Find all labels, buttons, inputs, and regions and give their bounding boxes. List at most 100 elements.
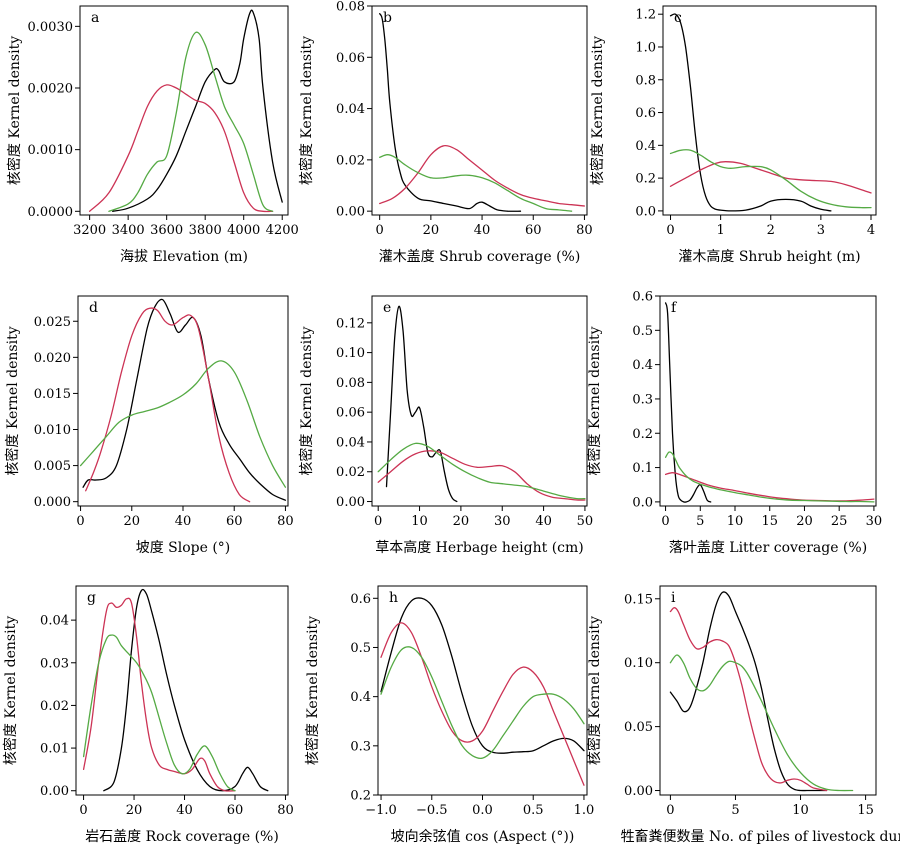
panel-letter: b (383, 10, 392, 26)
x-axis-label: 草本高度 Herbage height (cm) (375, 539, 584, 556)
density-curve-red (82, 597, 236, 792)
y-tick-label: 0.0020 (28, 81, 74, 96)
x-axis-label: 落叶盖度 Litter coverage (%) (669, 540, 867, 556)
x-tick-label: 20 (124, 514, 141, 529)
y-tick-label: 0.1 (632, 461, 653, 476)
x-tick-label: 50 (577, 514, 594, 529)
density-curve-black (103, 588, 269, 792)
panel-letter: f (671, 300, 678, 316)
x-tick-label: 0 (661, 514, 669, 529)
x-tick-label: 1 (716, 223, 724, 238)
x-tick-label: 40 (474, 223, 491, 238)
plot-frame (659, 295, 877, 507)
density-curve-black (664, 302, 712, 503)
x-tick-label: 10 (727, 514, 744, 529)
density-curve-red (669, 161, 872, 194)
x-tick-label: 0 (376, 223, 384, 238)
x-tick-label: 25 (831, 514, 848, 529)
density-curve-green (79, 360, 287, 488)
y-tick-label: 0.5 (350, 641, 371, 656)
x-tick-label: 0 (76, 514, 84, 529)
x-axis-label: 坡向余弦值 cos (Aspect (°)) (391, 828, 575, 845)
density-curve-black (112, 9, 283, 212)
y-tick-label: 0.06 (336, 51, 365, 66)
x-tick-label: 60 (525, 223, 542, 238)
x-tick-label: 10 (411, 514, 428, 529)
x-tick-label: 15 (857, 803, 874, 818)
y-axis-label: 核密度 Kernel density (6, 36, 23, 185)
y-tick-label: 0.020 (34, 351, 71, 366)
y-tick-label: 1.2 (635, 8, 656, 23)
x-tick-label: 20 (126, 803, 143, 818)
density-curve-red (379, 144, 586, 207)
x-tick-label: 60 (227, 803, 244, 818)
y-tick-label: 0.5 (632, 324, 653, 339)
panel-letter: e (383, 300, 391, 316)
x-tick-label: 4200 (266, 223, 299, 238)
x-tick-label: 0 (374, 514, 382, 529)
plot-frame (79, 5, 289, 216)
y-axis-label: 核密度 Kernel density (586, 616, 603, 765)
x-axis-label: 海拔 Elevation (m) (120, 249, 248, 265)
panel-letter: d (89, 300, 98, 316)
density-curve-green (108, 31, 274, 212)
x-axis-label: 坡度 Slope (°) (136, 540, 231, 556)
x-tick-label: 2 (767, 223, 775, 238)
y-tick-label: 0.0 (632, 495, 653, 510)
density-curve-green (669, 149, 872, 209)
y-tick-label: 0.08 (336, 376, 365, 391)
density-curve-green (664, 451, 875, 503)
x-tick-label: 15 (761, 514, 778, 529)
x-tick-label: 4 (867, 223, 875, 238)
panel-g-rock-coverage: 0 20 40 60 80 0.00 0.01 0.02 0.03 0.04 g 岩石盖度 Rock … (2, 585, 294, 845)
x-axis-label: 牲畜粪便数量 No. of piles of livestock dung (621, 829, 900, 845)
panel-letter: h (389, 590, 398, 606)
x-tick-label: 3200 (73, 223, 106, 238)
x-tick-label: 30 (866, 514, 883, 529)
density-curve-green (669, 654, 854, 792)
y-tick-label: 0.6 (632, 290, 653, 305)
plot-frame (371, 5, 588, 216)
panel-d-slope: 0 20 40 60 80 0.000 0.005 0.010 0.015 0.020 0.025 d… (4, 295, 294, 556)
density-curve-black (379, 13, 522, 212)
density-curve-red (88, 84, 274, 213)
x-tick-label: 3800 (189, 223, 222, 238)
y-axis-label: 核密度 Kernel density (586, 326, 603, 475)
x-tick-label: 20 (423, 223, 440, 238)
y-tick-label: 0.03 (40, 656, 69, 671)
y-tick-label: 0.6 (350, 592, 371, 607)
y-tick-label: 0.00 (336, 495, 365, 510)
panel-letter: a (91, 10, 99, 26)
y-tick-label: 0.015 (34, 387, 71, 402)
y-tick-label: 0.00 (336, 205, 365, 220)
y-tick-label: 0.000 (34, 495, 71, 510)
x-tick-label: 10 (792, 803, 809, 818)
y-axis-label: 核密度 Kernel density (589, 36, 606, 185)
x-tick-label: 0 (79, 803, 87, 818)
x-tick-label: 80 (576, 223, 593, 238)
y-tick-label: 0.00 (624, 784, 653, 799)
x-tick-label: 4000 (227, 223, 260, 238)
density-curve-green (82, 634, 236, 792)
y-tick-label: 0.15 (624, 592, 653, 607)
density-curve-green (379, 154, 573, 212)
y-tick-label: 0.02 (40, 699, 69, 714)
plot-frame (371, 295, 588, 507)
density-curve-black (380, 597, 585, 754)
x-axis-label: 灌木高度 Shrub height (m) (678, 248, 860, 265)
y-tick-label: 0.005 (34, 459, 71, 474)
x-tick-label: −0.5 (416, 803, 448, 818)
y-tick-label: 0.3 (632, 392, 653, 407)
y-tick-label: 0.01 (40, 742, 69, 757)
y-tick-label: 0.010 (34, 423, 71, 438)
y-tick-label: 0.3 (350, 739, 371, 754)
panel-letter: g (87, 590, 96, 606)
y-tick-label: 0.2 (632, 427, 653, 442)
x-tick-label: 5 (696, 514, 704, 529)
y-tick-label: 0.12 (336, 316, 365, 331)
density-curve-black (669, 591, 828, 792)
y-tick-label: 0.02 (336, 153, 365, 168)
panel-letter: i (671, 590, 676, 606)
y-axis-label: 核密度 Kernel density (304, 616, 321, 765)
density-curve-red (85, 307, 251, 503)
